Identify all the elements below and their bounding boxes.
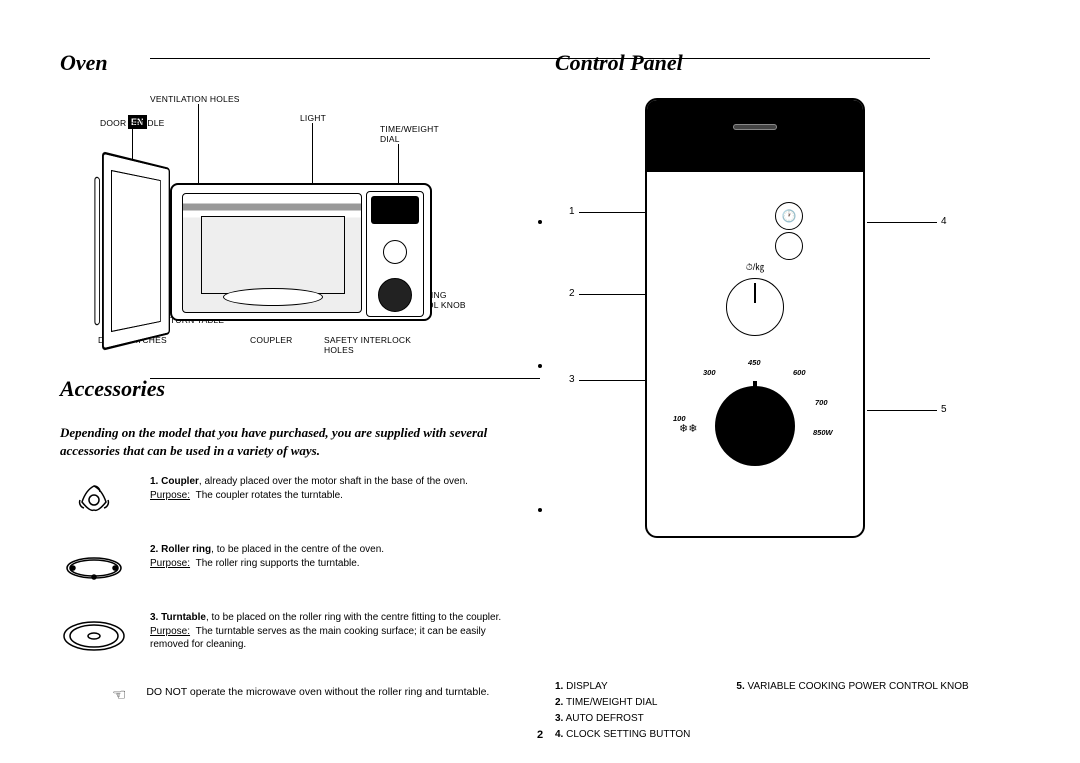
legend-item: 1. DISPLAY <box>555 679 690 695</box>
label-coupler: COUPLER <box>250 335 293 345</box>
acc-name: Roller ring <box>161 544 211 555</box>
top-rule <box>150 58 930 59</box>
label-safety-holes: SAFETY INTERLOCK HOLES <box>324 335 424 355</box>
round-button <box>775 232 803 260</box>
acc-name: Turntable <box>161 612 206 623</box>
control-panel-figure: 🕐 ⏱/㎏ ❄❄ 300 450 600 700 850W 100 1 2 3 <box>555 88 1020 669</box>
roller-ring-icon <box>60 543 128 593</box>
watt-100: 100 <box>673 414 686 423</box>
warning-text: DO NOT operate the microwave oven withou… <box>146 685 489 707</box>
purpose-text: The roller ring supports the turntable. <box>196 558 360 569</box>
oven-door-graphic <box>102 151 170 351</box>
legend-item: 2. TIME/WEIGHT DIAL <box>555 695 690 711</box>
left-column: Oven VENTILATION HOLES DOOR HANDLE LIGHT… <box>60 50 525 743</box>
pointer-icon: ☞ <box>112 685 126 707</box>
label-door-handle: DOOR HANDLE <box>100 118 165 128</box>
acc-desc: , to be placed on the roller ring with t… <box>206 612 501 623</box>
watt-700: 700 <box>815 398 828 407</box>
acc-desc: , already placed over the motor shaft in… <box>199 476 468 487</box>
control-panel-body: 🕐 ⏱/㎏ ❄❄ 300 450 600 700 850W 100 <box>645 98 865 538</box>
watt-300: 300 <box>703 368 716 377</box>
acc-num: 3. <box>150 612 158 623</box>
control-panel-heading: Control Panel <box>555 50 1020 80</box>
acc-desc: , to be placed in the centre of the oven… <box>211 544 384 555</box>
oven-diagram: VENTILATION HOLES DOOR HANDLE LIGHT TIME… <box>60 88 525 368</box>
accessory-item: 2. Roller ring, to be placed in the cent… <box>60 543 525 593</box>
turntable-icon <box>60 611 128 661</box>
legend-item: 5. VARIABLE COOKING POWER CONTROL KNOB <box>736 679 968 695</box>
time-weight-icon: ⏱/㎏ <box>746 260 765 273</box>
watt-850: 850W <box>813 428 833 437</box>
label-ventilation-holes: VENTILATION HOLES <box>150 94 240 104</box>
watt-600: 600 <box>793 368 806 377</box>
control-panel-legend: 1. DISPLAY 2. TIME/WEIGHT DIAL 3. AUTO D… <box>555 679 1020 743</box>
label-light: LIGHT <box>300 113 326 123</box>
accessory-item: 1. Coupler, already placed over the moto… <box>60 475 525 525</box>
legend-item: 3. AUTO DEFROST <box>555 711 690 727</box>
legend-item: 4. CLOCK SETTING BUTTON <box>555 727 690 743</box>
defrost-icon: ❄❄ <box>679 422 697 435</box>
callout-5: 5 <box>941 404 947 415</box>
callout-2: 2 <box>569 288 575 299</box>
purpose-label: Purpose: <box>150 558 190 569</box>
purpose-text: The coupler rotates the turntable. <box>196 490 343 501</box>
accessory-item: 3. Turntable, to be placed on the roller… <box>60 611 525 661</box>
warning-note: ☞ DO NOT operate the microwave oven with… <box>60 685 525 707</box>
clock-button: 🕐 <box>775 202 803 230</box>
clock-icon: 🕐 <box>782 209 797 223</box>
accessories-heading: Accessories <box>60 376 525 406</box>
purpose-label: Purpose: <box>150 626 190 637</box>
coupler-icon <box>60 475 128 525</box>
accessories-intro: Depending on the model that you have pur… <box>60 424 525 459</box>
time-weight-dial <box>726 278 784 336</box>
column-separator <box>538 220 542 512</box>
label-time-weight-dial: TIME/WEIGHT DIAL <box>380 124 450 144</box>
watt-450: 450 <box>748 358 761 367</box>
acc-num: 2. <box>150 544 158 555</box>
right-column: Control Panel 🕐 ⏱/㎏ ❄❄ 300 450 600 700 8… <box>555 50 1020 743</box>
callout-3: 3 <box>569 374 575 385</box>
callout-1: 1 <box>569 206 575 217</box>
oven-body-graphic <box>170 183 432 321</box>
acc-num: 1. <box>150 476 158 487</box>
power-dial <box>715 386 795 466</box>
oven-heading: Oven <box>60 50 525 80</box>
acc-name: Coupler <box>161 476 199 487</box>
purpose-label: Purpose: <box>150 490 190 501</box>
page-number: 2 <box>537 729 543 741</box>
mid-rule-left <box>150 378 540 379</box>
purpose-text: The turntable serves as the main cooking… <box>150 626 486 651</box>
callout-4: 4 <box>941 216 947 227</box>
